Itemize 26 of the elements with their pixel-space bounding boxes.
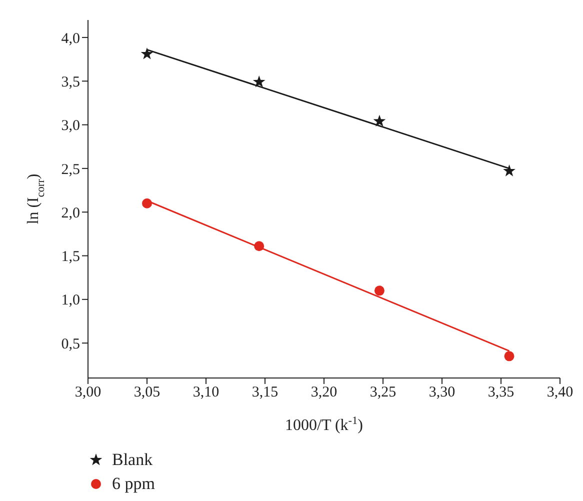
y-tick-label: 0,5	[61, 336, 80, 352]
legend-label: Blank	[112, 450, 153, 470]
point	[140, 48, 154, 60]
point	[374, 286, 384, 296]
y-tick-label: 3,0	[61, 118, 80, 134]
x-axis-title: 1000/T (k$^{-1}$)	[285, 415, 363, 434]
x-tick-label: 3,25	[370, 384, 396, 401]
y-tick-label: 3,5	[61, 74, 80, 90]
point	[504, 351, 514, 362]
x-tick-label: 3,35	[488, 384, 514, 401]
legend-label: 6 ppm	[112, 474, 155, 494]
x-tick-label: 3,15	[252, 384, 278, 401]
x-tick-label: 3,05	[134, 384, 160, 401]
y-tick-label: 1,5	[61, 249, 80, 266]
point	[503, 164, 516, 176]
x-tick-label: 3,20	[310, 384, 338, 401]
x-tick-label: 3,40	[546, 384, 574, 401]
point	[373, 114, 386, 127]
x-tick-label: 3,30	[428, 384, 456, 401]
x-tick-label: 3,00	[74, 384, 102, 401]
y-tick-label: 1,0	[61, 292, 80, 309]
y-tick-label: 2,5	[61, 162, 80, 178]
y-tick-label: 2,0	[61, 205, 80, 222]
y-tick-label: 4,0	[61, 30, 80, 47]
x-tick-label: 3,10	[192, 384, 220, 401]
point	[252, 75, 266, 88]
